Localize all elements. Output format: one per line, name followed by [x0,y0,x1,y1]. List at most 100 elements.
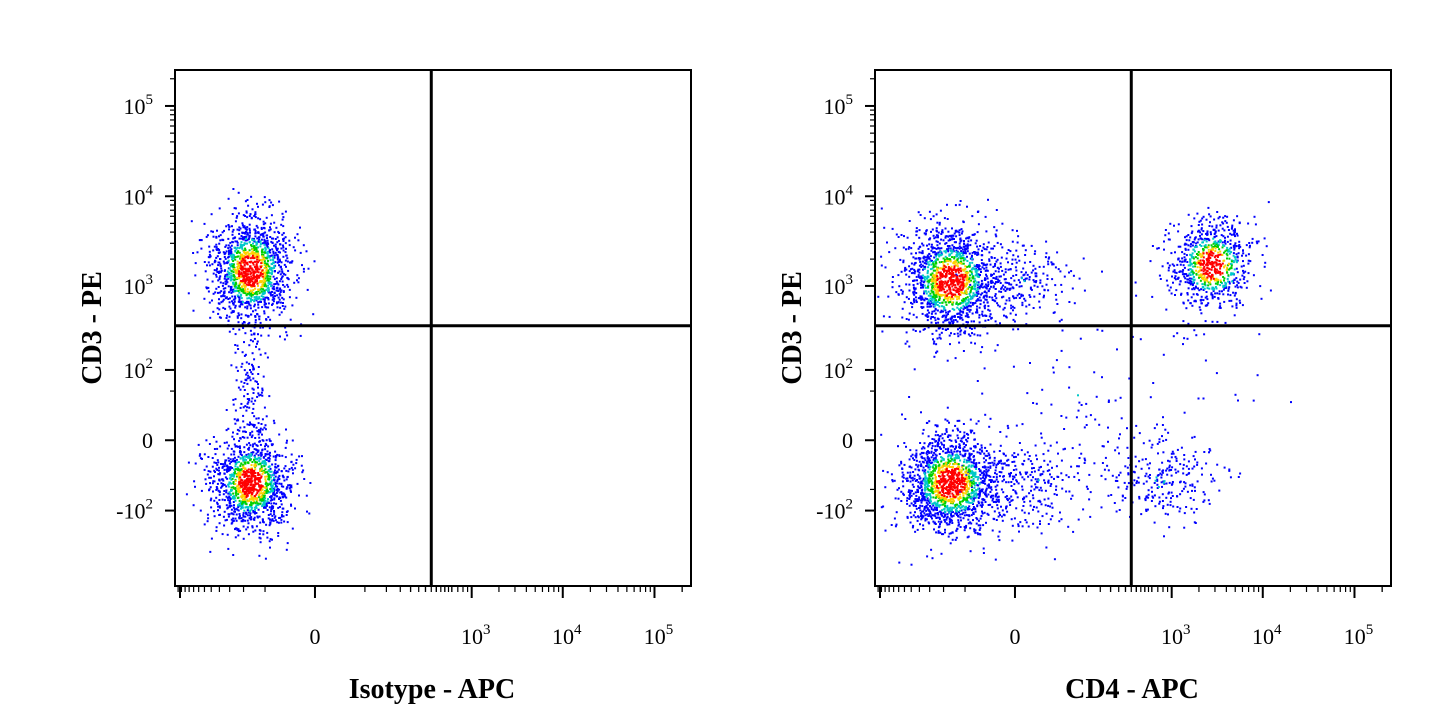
event-dot [1021,509,1024,512]
event-dot [271,272,273,275]
event-dot [945,428,948,431]
event-dot [248,486,251,489]
event-dot [900,462,903,465]
event-dot [262,533,265,536]
event-dot [949,519,952,522]
event-dot [244,481,246,484]
event-dot [285,514,288,516]
event-dot [1042,296,1045,299]
event-dot [935,448,938,451]
event-dot [250,451,253,454]
event-dot [1186,293,1189,296]
event-dot [240,289,243,292]
event-dot [219,271,222,274]
event-dot [1040,503,1043,506]
event-dot [252,377,255,380]
event-dot [940,552,943,555]
event-dot [232,283,235,286]
event-dot [259,499,262,502]
event-dot [228,291,231,294]
event-dot [251,445,254,448]
event-dot [255,507,258,509]
event-dot [268,256,271,259]
event-dot [263,504,266,507]
event-dot [281,212,284,215]
event-dot [986,246,989,248]
event-dot [234,306,237,309]
event-dot [234,281,237,284]
event-dot [1211,320,1214,323]
event-dot [980,501,983,504]
event-dot [1187,322,1190,325]
event-dot [1156,442,1159,445]
event-dot [264,486,266,489]
event-dot [949,521,951,524]
event-dot [244,271,247,274]
event-dot [265,415,268,418]
event-dot [274,251,277,254]
event-dot [251,471,254,473]
event-dot [237,504,239,507]
event-dot [244,501,247,504]
event-dot [1168,289,1171,292]
event-dot [1071,287,1074,290]
event-dot [1068,301,1071,303]
event-dot [270,201,273,204]
event-dot [288,244,291,247]
event-dot [271,538,273,541]
event-dot [272,285,275,288]
event-dot [1127,457,1130,459]
event-dot [1163,535,1165,538]
event-dot [241,362,244,365]
event-dot [232,303,235,306]
event-dot [1000,505,1002,508]
event-dot [302,244,305,247]
event-dot [1144,498,1147,500]
event-dot [922,446,925,449]
event-dot [258,554,261,557]
event-dot [218,514,221,516]
event-dot [908,345,911,348]
event-dot [243,341,245,344]
event-dot [1010,304,1013,307]
event-dot [928,509,931,512]
event-dot [230,364,233,367]
event-dot [256,242,259,245]
event-dot [273,422,276,425]
event-dot [1179,463,1182,466]
event-dot [969,283,972,286]
event-dot [1061,479,1064,481]
event-dot [931,514,934,517]
event-dot [891,281,894,283]
event-dot [201,457,203,460]
event-dot [1041,515,1044,518]
event-dot [1205,462,1208,465]
event-dot [221,466,224,468]
event-dot [987,281,990,284]
event-dot [285,478,288,481]
x-tick-label: 104 [552,622,582,649]
event-dot [240,237,243,240]
event-dot [913,268,916,271]
event-dot [282,272,285,275]
event-dot [235,286,238,289]
event-dot [247,256,249,259]
event-dot [266,453,269,456]
event-dot [1227,229,1230,231]
event-dot [266,279,269,282]
event-dot [239,473,242,476]
event-dot [263,243,266,246]
event-dot [254,280,257,282]
event-dot [263,301,266,304]
event-dot [1006,510,1009,513]
event-dot [236,315,239,318]
event-dot [278,506,281,508]
event-dot [1011,539,1014,542]
event-dot [958,234,961,237]
event-dot [922,510,925,513]
event-dot [244,290,247,293]
event-dot [920,501,923,504]
event-dot [1183,275,1186,278]
event-dot [937,321,940,324]
event-dot [260,498,263,501]
